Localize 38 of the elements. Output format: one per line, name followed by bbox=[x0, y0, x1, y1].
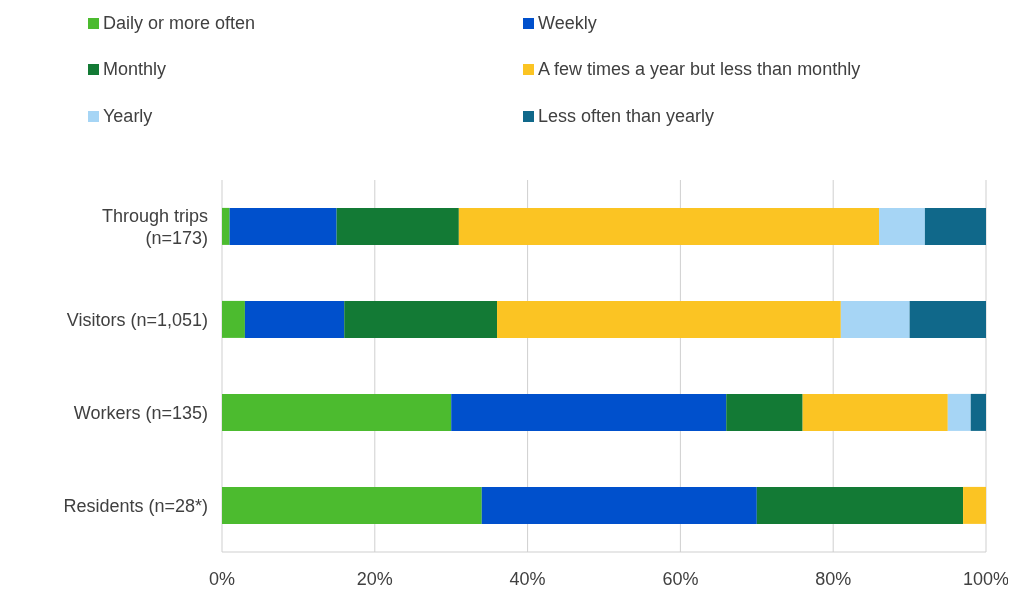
bar bbox=[497, 300, 841, 338]
bar bbox=[244, 300, 345, 338]
bar bbox=[222, 207, 230, 245]
bar bbox=[970, 393, 986, 431]
y-tick-label: Residents (n=28*) bbox=[63, 495, 208, 516]
bar bbox=[336, 207, 459, 245]
bar bbox=[222, 486, 482, 524]
legend-label: A few times a year but less than monthly bbox=[538, 59, 861, 81]
x-tick-label: 40% bbox=[509, 568, 546, 589]
y-tick-label: Workers (n=135) bbox=[73, 402, 208, 423]
bar bbox=[840, 300, 910, 338]
y-tick-label: Through trips (n=173) bbox=[101, 205, 208, 248]
legend-label: Weekly bbox=[538, 12, 597, 34]
bar bbox=[802, 393, 948, 431]
legend-label: Less often than yearly bbox=[538, 105, 715, 127]
x-tick-label: 60% bbox=[662, 568, 699, 589]
bar bbox=[451, 393, 727, 431]
bar bbox=[229, 207, 337, 245]
bar bbox=[726, 393, 803, 431]
x-tick-label: 20% bbox=[356, 568, 393, 589]
bar bbox=[924, 207, 986, 245]
legend-label: Yearly bbox=[103, 105, 153, 127]
y-tick-label: Visitors (n=1,051) bbox=[66, 309, 208, 330]
bar bbox=[756, 486, 964, 524]
bar bbox=[481, 486, 757, 524]
x-tick-label: 80% bbox=[815, 568, 852, 589]
bar bbox=[947, 393, 971, 431]
legend-label: Daily or more often bbox=[103, 12, 256, 34]
bar bbox=[458, 207, 880, 245]
bar bbox=[963, 486, 986, 524]
legend-label: Monthly bbox=[103, 59, 167, 81]
x-tick-label: 100% bbox=[962, 568, 1009, 589]
bar bbox=[344, 300, 498, 338]
bar bbox=[222, 393, 452, 431]
bar bbox=[909, 300, 986, 338]
x-tick-label: 0% bbox=[208, 568, 236, 589]
bar bbox=[879, 207, 925, 245]
bar bbox=[222, 300, 245, 338]
